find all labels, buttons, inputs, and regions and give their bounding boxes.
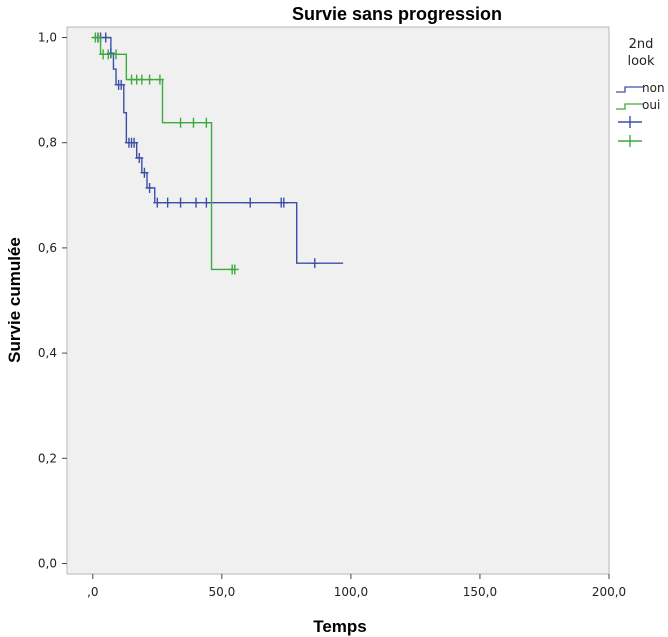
censor-marker-non (135, 152, 144, 163)
legend-censor-marker-oui (618, 135, 642, 147)
censor-marker-non (176, 197, 185, 208)
legend-swatch-oui (616, 103, 643, 110)
x-tick-label: ,0 (87, 585, 98, 599)
legend-censor-glyph-oui (618, 135, 642, 147)
legend-label-oui: oui (642, 98, 660, 112)
legend-censor-marker-non (618, 116, 642, 128)
legend-label-non: non (642, 81, 665, 95)
legend-censor-glyph-non (618, 116, 642, 128)
y-axis-label: Survie cumulée (5, 237, 24, 363)
censor-marker-oui (189, 117, 198, 128)
x-tick-label: 50,0 (208, 585, 235, 599)
censor-marker-non (192, 197, 201, 208)
censor-marker-oui (145, 74, 154, 85)
legend-title-line-2: look (627, 54, 655, 69)
legend-swatch-non (616, 86, 643, 93)
y-tick-label: 0,0 (38, 556, 57, 570)
censor-marker-oui (112, 49, 121, 60)
censor-marker-non (279, 197, 288, 208)
censor-marker-non (145, 182, 154, 193)
censor-marker-oui (93, 32, 102, 43)
censor-marker-non (163, 197, 172, 208)
censor-marker-non (202, 197, 211, 208)
censor-marker-non (246, 197, 255, 208)
x-tick-label: 100,0 (334, 585, 368, 599)
legend-title-line-1: 2nd (629, 37, 654, 52)
x-tick-label: 200,0 (592, 585, 626, 599)
censor-marker-non (117, 79, 126, 90)
censor-marker-oui (155, 74, 164, 85)
censor-marker-non (130, 137, 139, 148)
x-tick-label: 150,0 (463, 585, 497, 599)
y-tick-label: 1,0 (38, 31, 57, 45)
censor-marker-non (153, 197, 162, 208)
chart-title: Survie sans progression (292, 4, 502, 24)
y-tick-label: 0,4 (38, 346, 57, 360)
censor-marker-oui (176, 117, 185, 128)
y-tick-label: 0,2 (38, 451, 57, 465)
x-axis: ,0 50,0 100,0 150,0 200,0 (87, 574, 626, 599)
y-tick-label: 0,6 (38, 241, 57, 255)
series-layer (91, 32, 344, 275)
censor-marker-non (101, 32, 110, 43)
x-axis-label: Temps (313, 617, 367, 636)
y-tick-label: 0,8 (38, 136, 57, 150)
plot-area (66, 26, 610, 575)
censor-marker-oui (104, 49, 113, 60)
censor-marker-oui (230, 264, 239, 275)
censor-marker-oui (137, 74, 146, 85)
y-axis: 0,0 0,2 0,4 0,6 0,8 1,0 (38, 31, 67, 570)
censor-marker-non (140, 167, 149, 178)
censor-marker-oui (202, 117, 211, 128)
censor-marker-non (310, 258, 319, 269)
legend: 2nd look non oui (616, 37, 665, 147)
